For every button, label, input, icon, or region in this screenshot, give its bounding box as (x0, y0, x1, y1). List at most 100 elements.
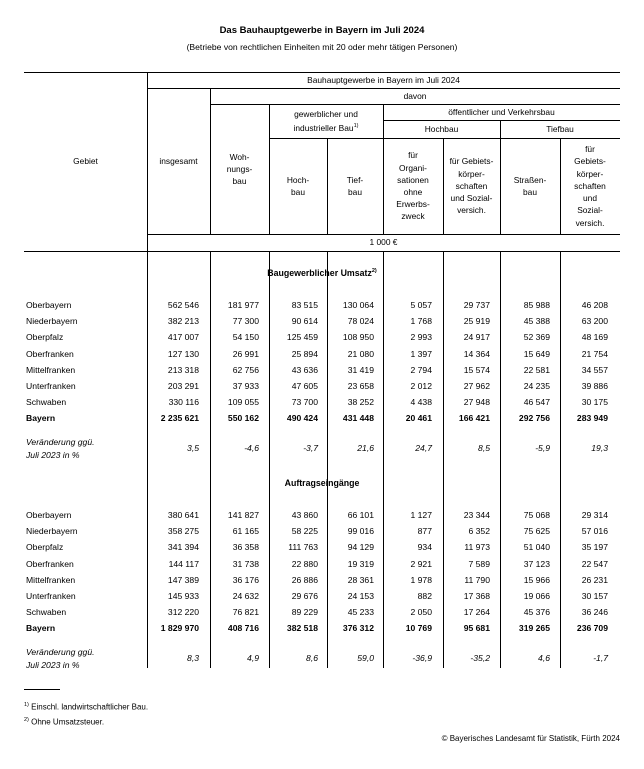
table-cell: 21,6 (357, 443, 374, 454)
table-cell: 108 950 (342, 332, 374, 343)
table-cell: 145 933 (167, 591, 199, 601)
header-rule-top-label (147, 88, 620, 89)
table-cell: 24,7 (415, 443, 432, 454)
table-cell: 43 860 (291, 510, 318, 520)
table-cell: -4,6 (244, 443, 259, 454)
table-cell: 312 220 (167, 607, 199, 618)
table-cell: 2 235 621 (160, 413, 199, 424)
table-cell: 24 917 (463, 332, 490, 343)
table-cell: 73 700 (291, 397, 318, 408)
header-vline-gewerblich (383, 104, 384, 234)
table-cell: 38 252 (347, 397, 374, 408)
table-cell: 417 007 (167, 332, 199, 343)
body-vline (443, 251, 444, 668)
table-cell: 25 894 (291, 348, 318, 359)
table-cell: 6 352 (468, 526, 490, 537)
row-label: Oberfranken (26, 348, 74, 359)
table-cell: 15 649 (523, 348, 550, 359)
table-cell: 94 129 (347, 542, 374, 553)
table-cell: -3,7 (303, 443, 318, 454)
header-o-strassenbau: Straßen- bau (513, 174, 547, 197)
table-cell: 54 150 (232, 332, 259, 343)
table-cell: 90 614 (291, 316, 318, 327)
table-cell: 2 050 (410, 607, 432, 618)
table-cell: 36 246 (581, 607, 608, 618)
table-cell: 376 312 (342, 623, 374, 634)
table-cell: 292 756 (518, 413, 550, 424)
table-row: Oberfranken 144 117 31 738 22 880 19 319 2 92… (24, 559, 620, 575)
table-cell: 125 459 (286, 332, 318, 343)
table-cell: 431 448 (342, 413, 374, 424)
footnote-2: 2) Ohne Umsatzsteuer. (24, 717, 105, 727)
table-cell: 877 (417, 526, 432, 537)
header-rule-oeffentlich (383, 120, 620, 121)
table-cell: 358 275 (167, 526, 199, 537)
table-cell: 29 676 (291, 591, 318, 601)
row-label: Bayern (26, 623, 56, 634)
row-label-line: Veränderung ggü. (26, 647, 95, 658)
table-cell: 75 068 (523, 510, 550, 520)
change-row: Veränderung ggü. Juli 2023 in % 3,5 -4,6 -3,… (24, 437, 620, 460)
table-cell: 21 754 (581, 348, 608, 359)
table-cell: -35,2 (470, 653, 490, 664)
header-gebiet: Gebiet (73, 156, 98, 167)
table-cell: 31 738 (232, 558, 259, 569)
row-label: Oberpfalz (26, 542, 64, 553)
header-vline-o-hoch-org (443, 138, 444, 234)
table-cell: 2 012 (410, 381, 432, 391)
row-label-line: Juli 2023 in % (26, 660, 80, 671)
table-row: Oberfranken 127 130 26 991 25 894 21 080 1 39… (24, 349, 620, 365)
table-cell: 8,5 (478, 443, 490, 454)
row-label: Schwaben (26, 607, 67, 618)
table-row: Schwaben 330 116 109 055 73 700 38 252 4 438 2… (24, 397, 620, 413)
table-cell: 1 397 (410, 348, 432, 359)
table-cell: 1 768 (410, 316, 432, 327)
body-vline (269, 251, 270, 668)
table-row: Oberbayern 380 641 141 827 43 860 66 101 1 12… (24, 510, 620, 526)
table-cell: 37 123 (523, 558, 550, 569)
table-cell: 408 716 (227, 623, 259, 634)
section-title: Auftragseingänge (284, 478, 360, 488)
page-subtitle: (Betriebe von rechtlichen Einheiten mit … (186, 42, 458, 52)
body-vline (383, 251, 384, 668)
header-insgesamt: insgesamt (159, 155, 198, 166)
table-cell: 27 948 (463, 397, 490, 408)
table-cell: 11 790 (464, 574, 490, 585)
table-cell: 23 344 (463, 510, 490, 520)
table-cell: 1 978 (410, 574, 432, 585)
table-cell: -36,9 (412, 653, 432, 664)
table-cell: 181 977 (227, 300, 259, 310)
table-cell: 48 169 (581, 332, 608, 343)
table-cell: 283 949 (576, 413, 608, 424)
table-cell: 76 821 (232, 607, 259, 618)
table-cell: 36 176 (232, 574, 259, 585)
row-label-line: Veränderung ggü. (26, 437, 95, 448)
table-cell: 51 040 (523, 542, 550, 553)
header-unit: 1 000 € (369, 237, 398, 248)
table-cell: 17 264 (463, 607, 490, 618)
table-cell: 46 208 (581, 300, 608, 310)
table-cell: 2 794 (410, 364, 432, 375)
table-cell: 25 919 (463, 316, 490, 327)
table-cell: 341 394 (167, 542, 199, 553)
table-row: Unterfranken 203 291 37 933 47 605 23 658 2 0… (24, 381, 620, 397)
table-cell: 490 424 (286, 413, 318, 424)
header-rule-subgroups (269, 138, 620, 139)
table-cell: -5,9 (535, 443, 550, 454)
table-cell: 130 064 (342, 300, 374, 310)
table-cell: 22 581 (523, 364, 550, 375)
page-title: Das Bauhauptgewerbe in Bayern im Juli 20… (219, 25, 425, 36)
table-cell: 45 376 (523, 607, 550, 618)
row-label: Mittelfranken (26, 364, 76, 375)
footnote-divider (24, 689, 60, 690)
table-row: Mittelfranken 213 318 62 756 43 636 31 419 2 … (24, 365, 620, 381)
table-cell: 4 438 (410, 397, 432, 408)
table-row: Oberpfalz 341 394 36 358 111 763 94 129 934 11… (24, 542, 620, 558)
table-cell: 45 233 (347, 607, 374, 618)
table-cell: 203 291 (167, 381, 199, 391)
footnote-1: 1) Einschl. landwirtschaftlicher Bau. (24, 702, 149, 712)
table-cell: 95 681 (463, 623, 490, 634)
table-cell: 52 369 (523, 332, 550, 343)
table-cell: 83 515 (291, 300, 318, 310)
table-cell: 85 988 (523, 300, 550, 310)
